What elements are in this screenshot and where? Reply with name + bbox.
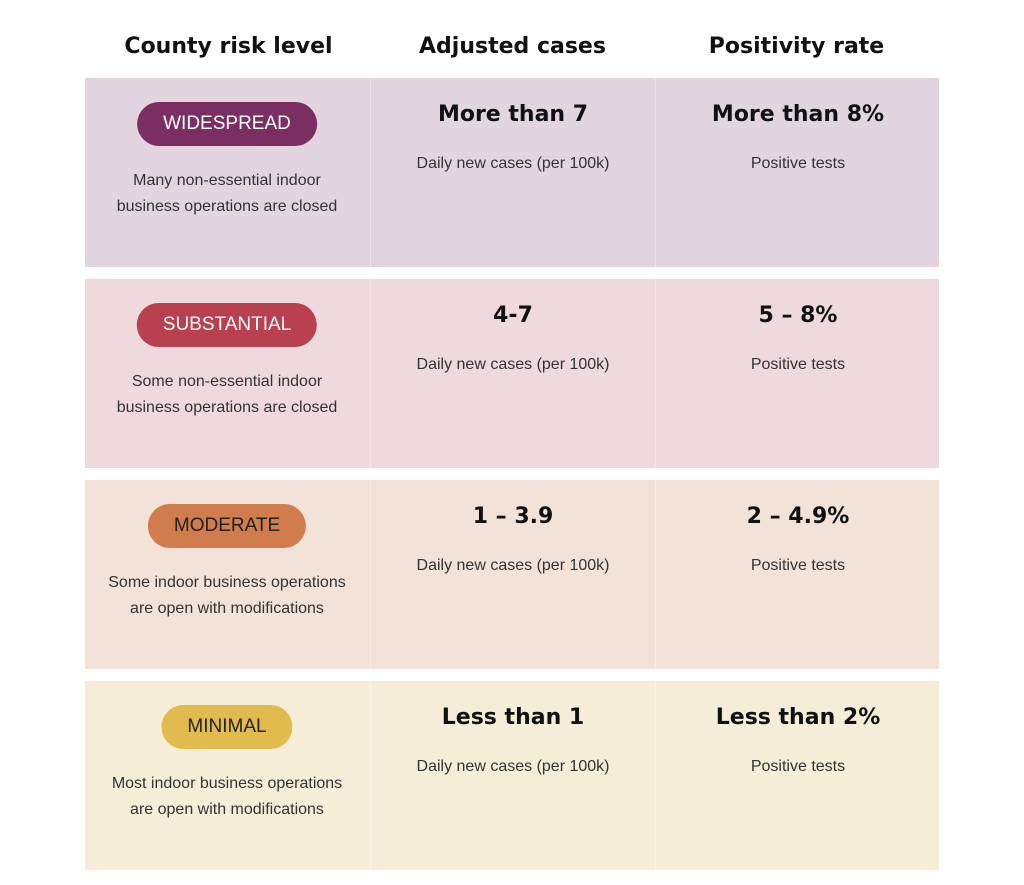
positivity-value: Less than 2% [715,705,881,730]
risk-description: Many non-essential indoor business operat… [85,168,369,220]
cases-value: 1 – 3.9 [472,504,554,529]
column-header: Adjusted cases [419,34,606,59]
positivity-note: Positive tests [750,155,846,172]
table-row: SUBSTANTIAL Some non-essential indoor busi… [85,279,939,468]
cases-note: Daily new cases (per 100k) [416,758,610,775]
cases-cell: 4-7 Daily new cases (per 100k) [370,279,655,468]
cases-note: Daily new cases (per 100k) [416,557,610,574]
cases-note: Daily new cases (per 100k) [416,155,610,172]
column-header: Positivity rate [708,34,885,59]
risk-description: Some indoor business operations are open … [85,570,369,622]
risk-badge: SUBSTANTIAL [136,303,318,347]
positivity-value: 5 – 8% [758,303,838,328]
risk-badge: WIDESPREAD [137,102,317,146]
risk-description: Some non-essential indoor business operat… [85,369,369,421]
cases-cell: Less than 1 Daily new cases (per 100k) [370,681,655,870]
positivity-cell: 2 – 4.9% Positive tests [655,480,940,669]
positivity-note: Positive tests [750,758,846,775]
risk-cell: SUBSTANTIAL Some non-essential indoor busi… [85,279,369,468]
risk-cell: WIDESPREAD Many non-essential indoor busin… [85,78,369,267]
description-line: Some non-essential indoor [131,373,323,390]
description-line: business operations are closed [116,198,338,215]
description-line: are open with modifications [130,801,324,818]
positivity-cell: Less than 2% Positive tests [655,681,940,870]
description-line: are open with modifications [130,600,324,617]
description-line: business operations are closed [116,399,338,416]
risk-badge: MODERATE [147,504,307,548]
description-line: Many non-essential indoor [133,172,321,189]
positivity-cell: 5 – 8% Positive tests [655,279,940,468]
risk-cell: MINIMAL Most indoor business operations ar… [85,681,369,870]
positivity-note: Positive tests [750,557,846,574]
table-row: MINIMAL Most indoor business operations ar… [85,681,939,870]
cases-note: Daily new cases (per 100k) [416,356,610,373]
cases-value: More than 7 [437,102,589,127]
cases-cell: 1 – 3.9 Daily new cases (per 100k) [370,480,655,669]
cases-value: 4-7 [493,303,533,328]
positivity-value: More than 8% [711,102,885,127]
risk-cell: MODERATE Some indoor business operations a… [85,480,369,669]
positivity-cell: More than 8% Positive tests [655,78,940,267]
cases-cell: More than 7 Daily new cases (per 100k) [370,78,655,267]
description-line: Most indoor business operations [111,775,343,792]
positivity-value: 2 – 4.9% [746,504,850,529]
positivity-note: Positive tests [750,356,846,373]
table-row: WIDESPREAD Many non-essential indoor busin… [85,78,939,267]
table-row: MODERATE Some indoor business operations a… [85,480,939,669]
column-header: County risk level [124,34,333,59]
description-line: Some indoor business operations [108,574,346,591]
cases-value: Less than 1 [441,705,585,730]
risk-badge: MINIMAL [161,705,293,749]
risk-description: Most indoor business operations are open … [85,771,369,823]
